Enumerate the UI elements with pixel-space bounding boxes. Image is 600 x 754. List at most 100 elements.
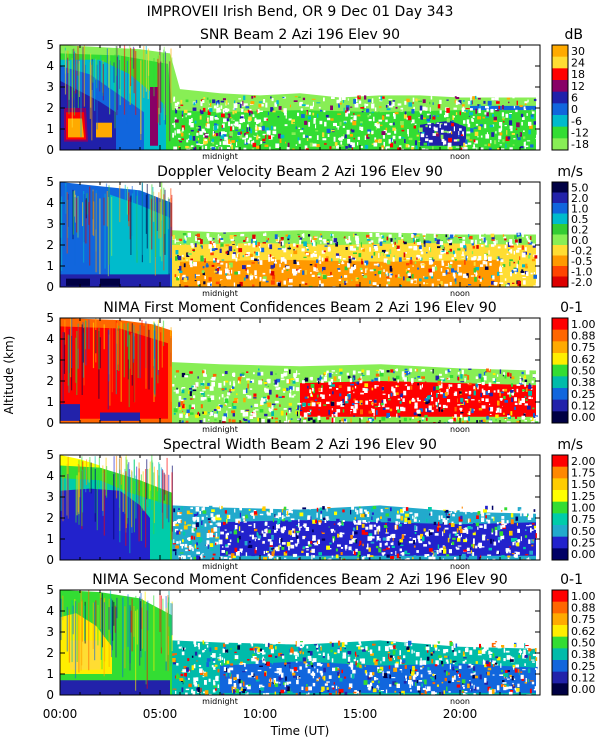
speckle	[509, 531, 513, 536]
speckle	[210, 253, 214, 256]
speckle	[421, 134, 425, 138]
speckle	[322, 132, 324, 137]
speckle	[449, 265, 452, 268]
speckle	[179, 406, 181, 410]
speckle	[397, 511, 399, 514]
speckle	[236, 140, 238, 142]
speckle	[378, 263, 379, 266]
speckle	[438, 381, 442, 386]
speckle	[478, 278, 479, 279]
speckle	[455, 278, 457, 282]
speckle	[240, 132, 241, 135]
speckle	[282, 515, 284, 519]
speckle	[409, 684, 411, 688]
speckle	[235, 655, 239, 659]
streak	[116, 46, 117, 76]
speckle	[213, 238, 215, 239]
speckle	[318, 388, 321, 391]
speckle	[183, 648, 185, 651]
speckle	[310, 651, 313, 655]
speckle	[528, 122, 531, 126]
speckle	[279, 677, 282, 681]
colorbar-swatch	[552, 537, 568, 549]
speckle	[235, 548, 238, 552]
speckle	[353, 253, 357, 255]
speckle	[380, 125, 382, 126]
speckle	[457, 139, 459, 142]
speckle	[518, 539, 521, 542]
speckle	[498, 106, 500, 109]
speckle	[173, 98, 174, 102]
speckle	[233, 124, 236, 126]
speckle	[204, 680, 207, 685]
speckle	[226, 276, 228, 279]
speckle	[311, 549, 315, 553]
speckle	[188, 678, 190, 680]
speckle	[345, 146, 348, 149]
speckle	[334, 512, 337, 515]
speckle	[230, 540, 232, 543]
speckle	[195, 274, 196, 278]
speckle	[302, 128, 304, 130]
speckle	[195, 517, 197, 520]
speckle	[514, 644, 516, 647]
speckle	[506, 114, 509, 118]
y-tick-label: 3	[46, 80, 54, 94]
speckle	[334, 238, 338, 242]
speckle	[258, 380, 262, 384]
speckle	[465, 139, 467, 144]
speckle	[336, 388, 338, 390]
speckle	[462, 104, 465, 106]
speckle	[526, 678, 527, 683]
speckle	[281, 379, 285, 381]
speckle	[512, 509, 513, 513]
speckle	[224, 557, 228, 559]
speckle	[347, 263, 350, 268]
speckle	[187, 241, 191, 244]
speckle	[385, 532, 388, 533]
speckle	[369, 400, 372, 401]
speckle	[371, 104, 374, 109]
speckle	[436, 386, 439, 390]
speckle	[386, 147, 388, 152]
speckle	[445, 112, 449, 117]
speckle	[479, 526, 483, 528]
speckle	[233, 556, 236, 558]
speckle	[446, 516, 449, 518]
speckle	[466, 136, 470, 139]
speckle	[200, 383, 204, 386]
speckle	[293, 250, 297, 254]
speckle	[198, 138, 199, 140]
speckle	[302, 282, 305, 284]
speckle	[275, 234, 278, 239]
speckle	[350, 384, 354, 386]
speckle	[293, 243, 296, 246]
speckle	[407, 553, 410, 555]
speckle	[391, 543, 394, 545]
streak	[75, 338, 76, 383]
speckle	[385, 523, 386, 525]
speckle	[473, 543, 475, 548]
speckle	[242, 238, 245, 240]
speckle	[351, 130, 354, 133]
speckle	[479, 408, 482, 410]
speckle	[417, 410, 421, 414]
speckle	[523, 547, 526, 549]
speckle	[196, 275, 200, 276]
speckle	[389, 675, 391, 679]
colorbar-swatch	[552, 45, 568, 57]
speckle	[357, 559, 359, 563]
speckle	[352, 143, 355, 148]
speckle	[291, 396, 294, 398]
speckle	[221, 240, 224, 242]
speckle	[369, 687, 371, 690]
speckle	[192, 548, 194, 551]
speckle	[274, 530, 277, 533]
speckle	[227, 661, 230, 664]
speckle	[297, 262, 299, 264]
speckle	[525, 529, 527, 531]
speckle	[364, 383, 368, 387]
speckle	[375, 140, 378, 143]
speckle	[481, 377, 484, 382]
speckle	[215, 665, 218, 667]
